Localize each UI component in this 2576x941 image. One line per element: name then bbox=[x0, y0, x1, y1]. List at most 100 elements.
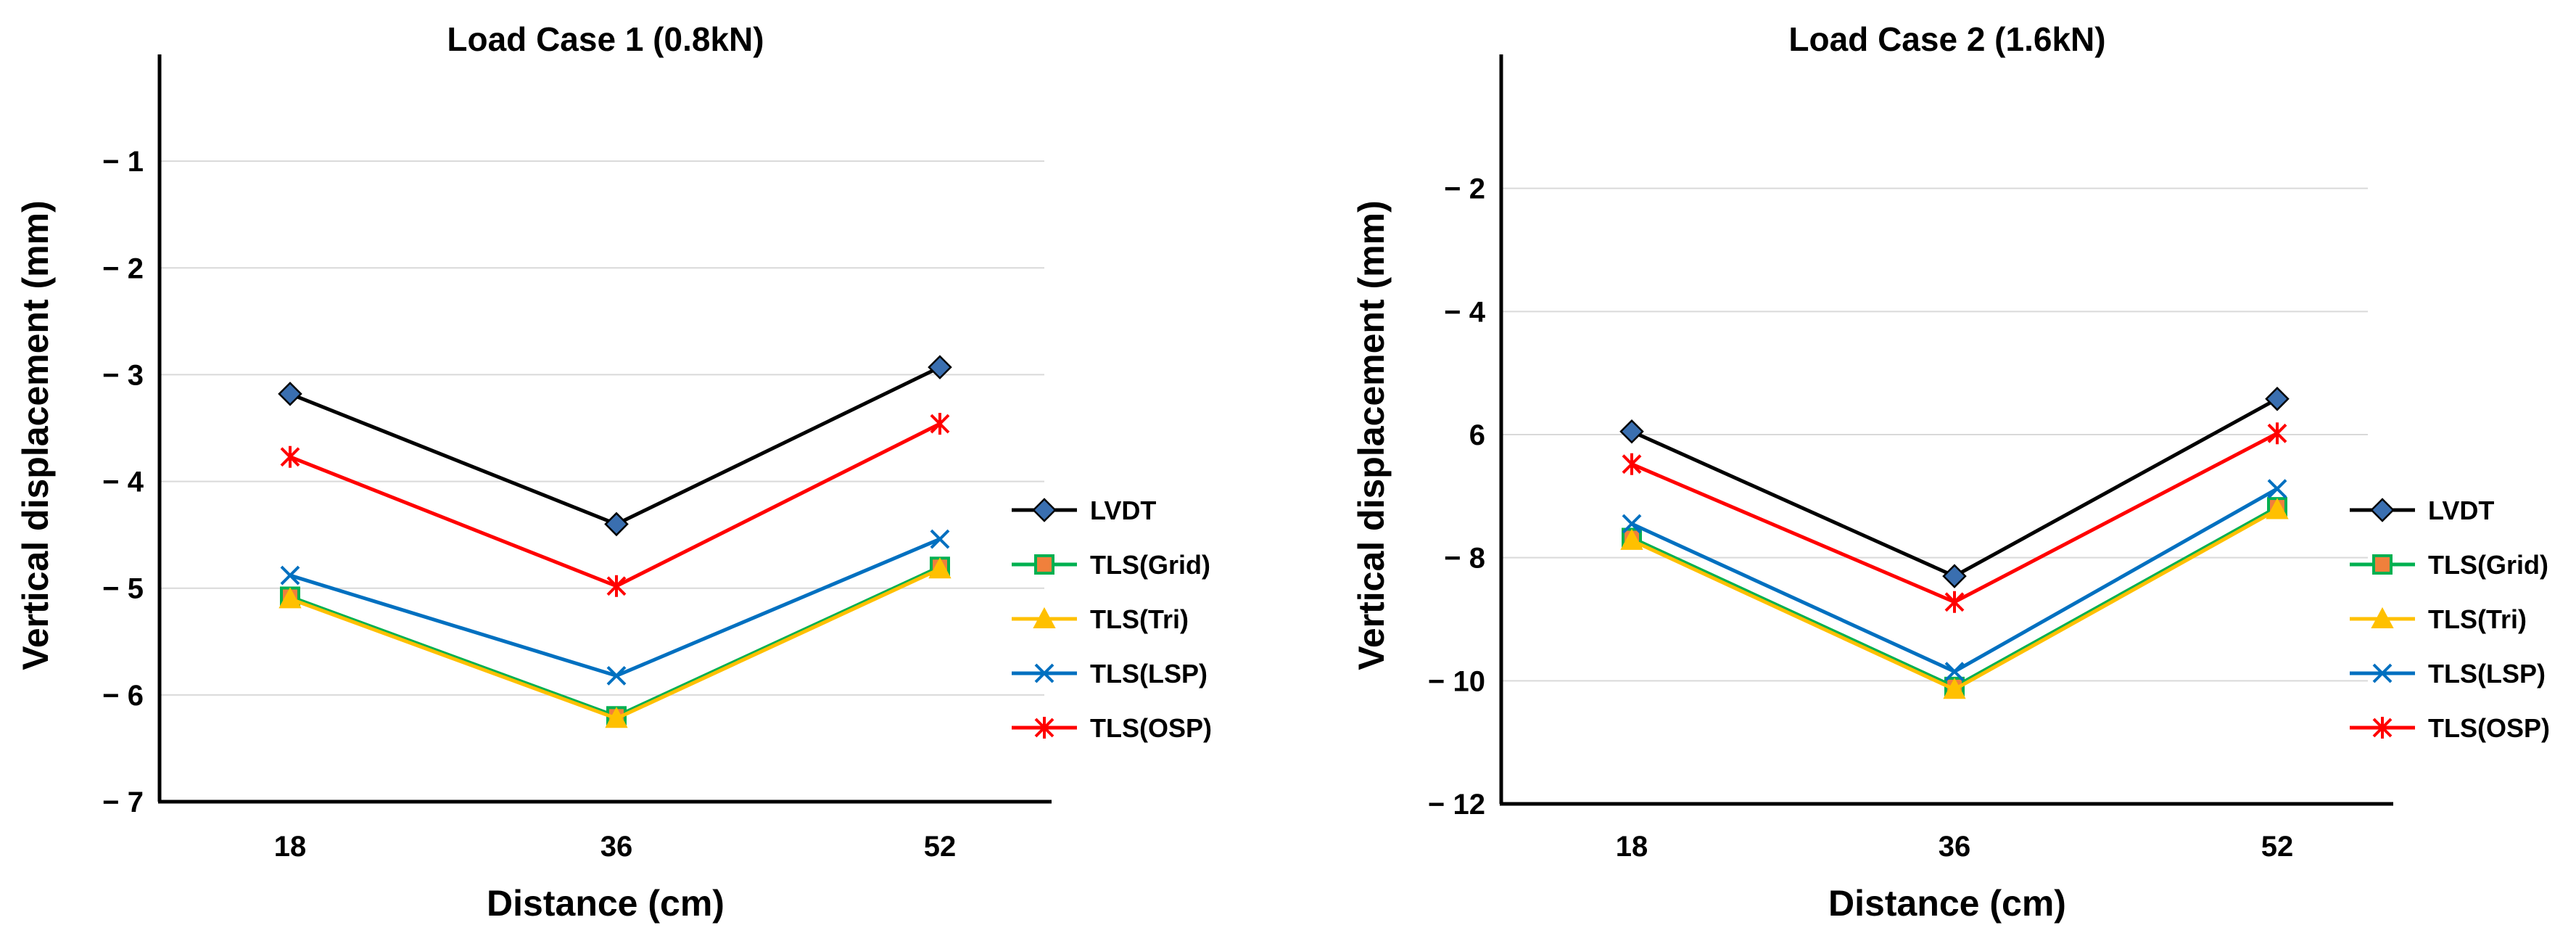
legend-marker bbox=[1033, 607, 1056, 628]
data-point-tls-osp bbox=[1622, 453, 1642, 475]
chart-load-case-1: Load Case 1 (0.8kN) Vertical displacemen… bbox=[15, 20, 1212, 924]
legend-item-tls-tri: TLS(Tri) bbox=[2350, 604, 2527, 634]
data-point-tls-tri bbox=[2266, 498, 2289, 519]
legend-label: TLS(LSP) bbox=[1090, 659, 1208, 689]
x-tick-label: 52 bbox=[924, 831, 957, 863]
legend-marker bbox=[2372, 554, 2393, 575]
data-point-tls-osp bbox=[280, 445, 300, 468]
data-point-tls-osp bbox=[606, 575, 627, 597]
legend-label: TLS(Tri) bbox=[1090, 604, 1189, 634]
legend-item-tls-lsp: TLS(LSP) bbox=[1012, 659, 1208, 689]
series-tls-osp bbox=[1622, 422, 2287, 613]
data-point-tls-lsp bbox=[606, 665, 627, 686]
y-tick-label: − 4 bbox=[102, 467, 144, 498]
data-point-tls-lsp bbox=[2267, 479, 2287, 499]
data-point-tls-lsp bbox=[1944, 662, 1965, 682]
series-tls-tri bbox=[278, 557, 951, 728]
legend-item-tls-tri: TLS(Tri) bbox=[1012, 604, 1189, 634]
data-point-tls-lsp bbox=[1622, 514, 1642, 534]
legend-label: LVDT bbox=[2428, 496, 2494, 525]
x-tick-label: 36 bbox=[1939, 831, 1971, 863]
legend-item-tls-osp: TLS(OSP) bbox=[2350, 713, 2550, 743]
legend-item-tls-lsp: TLS(LSP) bbox=[2350, 659, 2546, 689]
data-point-tls-tri bbox=[928, 557, 951, 579]
legend: LVDT TLS(Grid) TLS(Tri) TLS(LSP) TLS(OSP) bbox=[1012, 496, 1212, 743]
data-point-tls-lsp bbox=[930, 529, 950, 549]
data-point-tls-tri bbox=[1943, 678, 1966, 699]
y-tick-label: − 1 bbox=[102, 146, 144, 178]
series-tls-lsp bbox=[280, 529, 950, 686]
data-point-lvdt bbox=[2265, 387, 2290, 411]
y-axis-label: Vertical displacement (mm) bbox=[1351, 200, 1392, 670]
x-ticks: 18 36 52 bbox=[274, 831, 957, 863]
legend-label: TLS(OSP) bbox=[2428, 713, 2550, 743]
legend-marker bbox=[1034, 554, 1054, 575]
y-tick-label: − 2 bbox=[1444, 173, 1485, 205]
x-axis-label: Distance (cm) bbox=[487, 883, 724, 924]
y-axis-label: Vertical displacement (mm) bbox=[15, 200, 56, 670]
legend-item-tls-grid: TLS(Grid) bbox=[1012, 550, 1210, 580]
gridlines bbox=[1503, 187, 2368, 682]
y-tick-label: − 4 bbox=[1444, 296, 1485, 328]
data-point-tls-osp bbox=[2267, 422, 2287, 445]
legend-label: TLS(LSP) bbox=[2428, 659, 2546, 689]
series-tls-osp bbox=[280, 413, 950, 597]
series-lvdt bbox=[1619, 387, 2290, 588]
legend-label: LVDT bbox=[1090, 496, 1156, 525]
series-tls-tri bbox=[1620, 498, 2289, 699]
y-tick-label: − 6 bbox=[102, 680, 144, 712]
y-ticks: − 1 − 2 − 3 − 4 − 5 − 6 − 7 bbox=[102, 146, 144, 818]
x-tick-label: 52 bbox=[2261, 831, 2294, 863]
x-axis-label: Distance (cm) bbox=[1828, 883, 2066, 924]
x-ticks: 18 36 52 bbox=[1616, 831, 2294, 863]
y-tick-label: − 5 bbox=[102, 573, 144, 605]
legend-marker bbox=[2370, 498, 2395, 522]
series bbox=[1619, 387, 2290, 699]
legend-marker bbox=[1032, 498, 1057, 522]
legend-marker bbox=[2371, 607, 2394, 628]
data-point-tls-tri bbox=[278, 587, 302, 609]
x-tick-label: 18 bbox=[274, 831, 307, 863]
data-point-tls-osp bbox=[930, 413, 950, 435]
gridlines bbox=[161, 160, 1044, 696]
series-line-lvdt bbox=[1630, 397, 2279, 578]
data-point-tls-tri bbox=[1620, 528, 1643, 550]
legend-label: TLS(OSP) bbox=[1090, 713, 1212, 743]
x-tick-label: 18 bbox=[1616, 831, 1648, 863]
legend-marker bbox=[2372, 663, 2393, 683]
data-point-lvdt bbox=[1619, 419, 1644, 444]
y-tick-label: − 3 bbox=[102, 359, 144, 391]
legend-item-lvdt: LVDT bbox=[1012, 496, 1156, 525]
legend: LVDT TLS(Grid) TLS(Tri) TLS(LSP) TLS(OSP) bbox=[2350, 496, 2550, 743]
y-tick-label: − 12 bbox=[1428, 789, 1485, 821]
legend-marker bbox=[1034, 717, 1054, 739]
legend-item-tls-osp: TLS(OSP) bbox=[1012, 713, 1212, 743]
y-ticks: − 2 − 4 6 − 8 − 10 − 12 bbox=[1428, 173, 1486, 821]
data-point-tls-lsp bbox=[280, 565, 300, 585]
series-line-tls-osp bbox=[289, 422, 941, 588]
x-tick-label: 36 bbox=[600, 831, 633, 863]
legend-label: TLS(Grid) bbox=[2428, 550, 2548, 580]
legend-marker bbox=[2372, 717, 2393, 739]
y-tick-label: − 10 bbox=[1428, 665, 1485, 697]
chart-load-case-2: Load Case 2 (1.6kN) Vertical displacemen… bbox=[1351, 20, 2550, 924]
data-point-lvdt bbox=[1942, 564, 1967, 588]
legend-item-tls-grid: TLS(Grid) bbox=[2350, 550, 2548, 580]
series-lvdt bbox=[278, 355, 952, 537]
legend-label: TLS(Grid) bbox=[1090, 550, 1210, 580]
data-point-lvdt bbox=[278, 382, 302, 406]
data-point-tls-tri bbox=[605, 707, 628, 728]
legend-label: TLS(Tri) bbox=[2428, 604, 2527, 634]
chart-title: Load Case 2 (1.6kN) bbox=[1788, 20, 2105, 58]
series-line-lvdt bbox=[289, 365, 941, 527]
y-tick-label: 6 bbox=[1469, 419, 1485, 451]
chart-title: Load Case 1 (0.8kN) bbox=[447, 20, 764, 58]
y-tick-label: − 8 bbox=[1444, 543, 1485, 575]
data-point-lvdt bbox=[604, 511, 629, 537]
series-tls-lsp bbox=[1622, 479, 2287, 682]
legend-item-lvdt: LVDT bbox=[2350, 496, 2494, 525]
data-point-tls-osp bbox=[1944, 591, 1965, 613]
series-line-tls-lsp bbox=[289, 537, 941, 678]
